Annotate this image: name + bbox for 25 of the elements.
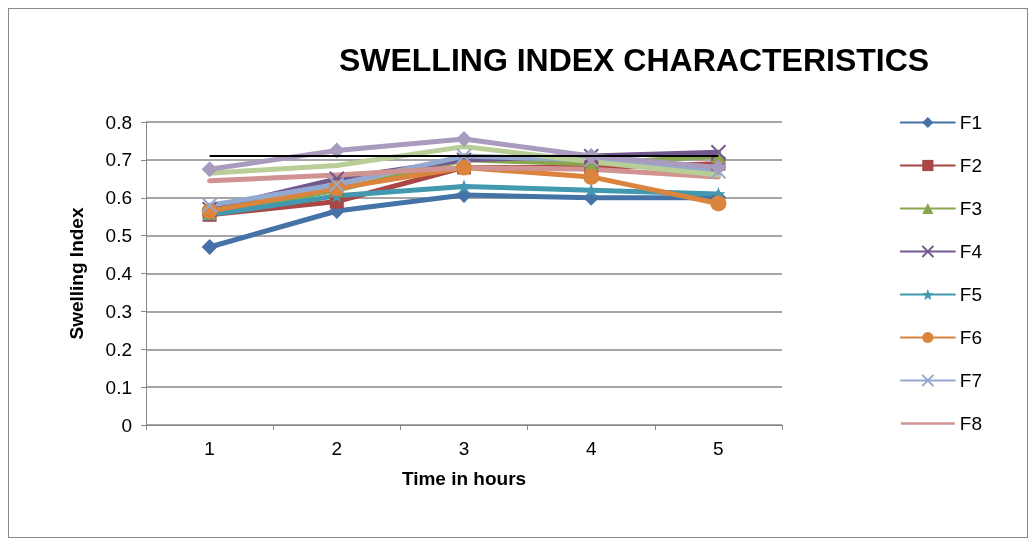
y-tick-label: 0.2	[105, 338, 132, 360]
x-tick-label: 2	[331, 438, 343, 459]
x-tick-label: 3	[458, 438, 470, 459]
legend-label: F5	[959, 284, 983, 305]
legend-label: F4	[959, 241, 983, 262]
x-axis-title: Time in hours	[401, 468, 527, 489]
y-axis-title: Swelling Index	[66, 207, 87, 340]
y-tick-label: 0	[121, 414, 132, 436]
x-tick-label: 1	[204, 438, 215, 459]
legend-label: F3	[959, 198, 983, 219]
legend-label: F1	[959, 112, 983, 133]
y-tick-label: 0.3	[105, 300, 132, 322]
y-tick-label: 0.6	[105, 187, 132, 209]
x-tick-label: 5	[713, 438, 724, 459]
y-tick-label: 0.5	[105, 225, 132, 247]
legend-label: F6	[959, 327, 983, 348]
y-tick-label: 0.1	[105, 376, 132, 398]
legend-label: F2	[959, 155, 983, 176]
legend-label: F8	[959, 413, 983, 434]
y-tick-label: 0.4	[105, 263, 133, 284]
chart-title: SWELLING INDEX CHARACTERISTICS	[338, 42, 930, 78]
legend-label: F7	[959, 370, 983, 391]
x-tick-label: 4	[585, 438, 597, 459]
y-tick-label: 0.8	[105, 111, 132, 133]
y-tick-label: 0.7	[105, 149, 132, 171]
